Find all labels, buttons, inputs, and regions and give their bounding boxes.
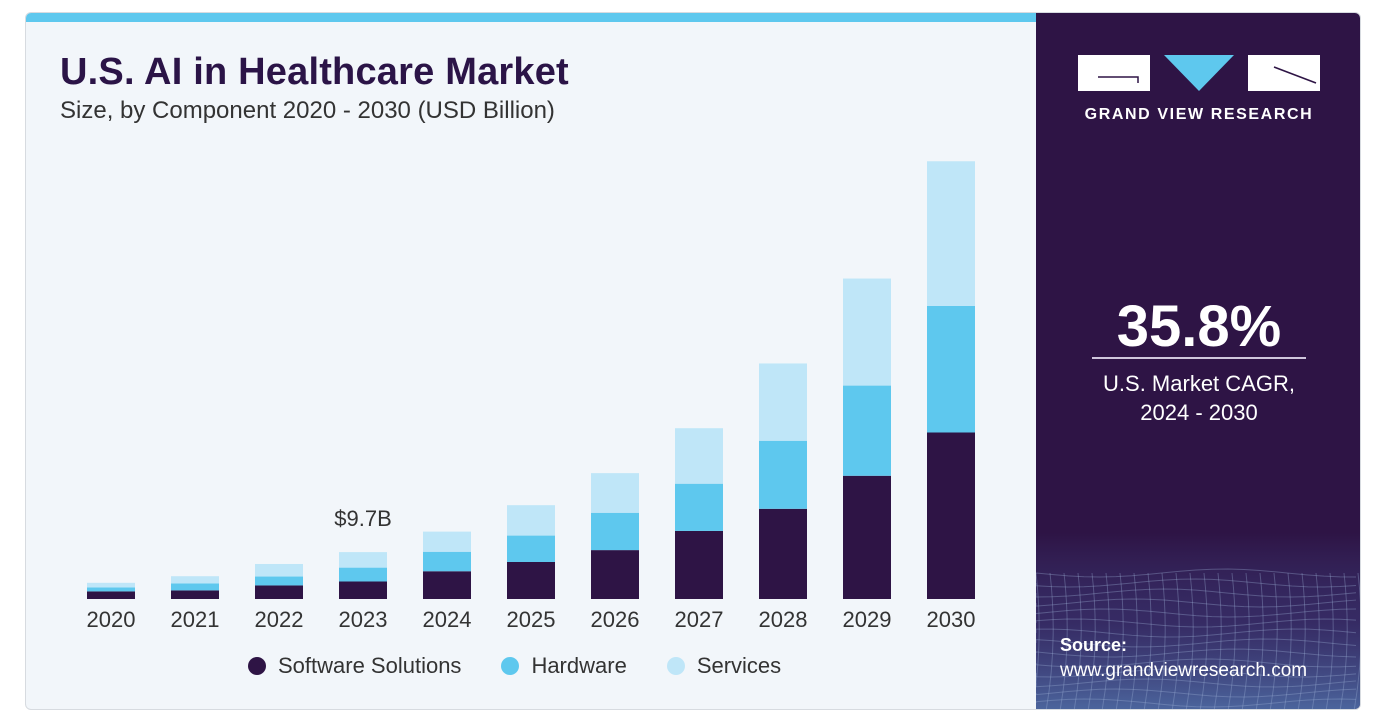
bar-2029-software-solutions — [843, 475, 891, 599]
x-tick-label-2020: 2020 — [87, 607, 136, 632]
bar-2028-software-solutions — [759, 508, 807, 599]
decorative-wave-grid — [1036, 533, 1360, 709]
legend-item-services: Services — [666, 653, 782, 679]
bar-2027-software-solutions — [675, 530, 723, 599]
x-tick-label-2027: 2027 — [675, 607, 724, 632]
bar-2020-hardware — [87, 587, 135, 592]
bar-2025-software-solutions — [507, 561, 555, 599]
bar-2025-services — [507, 505, 555, 536]
data-label-2023: $9.7B — [334, 506, 392, 531]
bar-2022-services — [255, 563, 303, 577]
bar-2030-software-solutions — [927, 432, 975, 599]
bar-2029-services — [843, 278, 891, 386]
bar-2022-software-solutions — [255, 585, 303, 599]
legend-item-software: Software Solutions — [248, 653, 461, 679]
legend-label-hardware: Hardware — [531, 653, 627, 678]
accent-bar — [26, 13, 1036, 22]
chart-panel: U.S. AI in Healthcare Market Size, by Co… — [26, 13, 1036, 709]
bar-2027-hardware — [675, 483, 723, 531]
x-tick-label-2029: 2029 — [843, 607, 892, 632]
bar-2023-hardware — [339, 567, 387, 582]
bar-2024-software-solutions — [423, 571, 471, 599]
bar-2021-services — [171, 576, 219, 584]
x-tick-label-2026: 2026 — [591, 607, 640, 632]
brand-name: GRAND VIEW RESEARCH — [1084, 106, 1314, 123]
cagr-value: 35.8% — [1116, 294, 1282, 359]
chart-title: U.S. AI in Healthcare Market — [60, 51, 569, 93]
cagr-divider — [1092, 357, 1306, 359]
bar-2020-services — [87, 582, 135, 588]
bar-2026-services — [591, 473, 639, 513]
bar-2029-hardware — [843, 385, 891, 476]
legend-label-software: Software Solutions — [278, 653, 462, 678]
cagr-label-line1: U.S. Market CAGR, — [1103, 371, 1295, 396]
bar-2025-hardware — [507, 535, 555, 562]
legend-item-hardware: Hardware — [501, 653, 627, 679]
x-tick-label-2028: 2028 — [759, 607, 808, 632]
chart-legend: Software Solutions Hardware Services — [248, 653, 821, 679]
bar-2026-hardware — [591, 512, 639, 551]
bar-2024-hardware — [423, 551, 471, 572]
bar-2020-software-solutions — [87, 591, 135, 599]
bar-2027-services — [675, 428, 723, 484]
bar-2026-software-solutions — [591, 550, 639, 599]
cagr-label-line2: 2024 - 2030 — [1140, 400, 1258, 425]
x-tick-label-2022: 2022 — [255, 607, 304, 632]
bar-2021-software-solutions — [171, 590, 219, 599]
legend-swatch-hardware — [501, 657, 520, 675]
legend-swatch-software — [248, 657, 266, 675]
bar-2030-services — [927, 161, 975, 306]
x-tick-label-2025: 2025 — [507, 607, 556, 632]
bar-2030-hardware — [927, 305, 975, 433]
x-tick-label-2030: 2030 — [927, 607, 976, 632]
x-tick-label-2021: 2021 — [171, 607, 220, 632]
x-tick-label-2024: 2024 — [423, 607, 472, 632]
bar-2022-hardware — [255, 576, 303, 586]
bar-2028-services — [759, 363, 807, 441]
source-label: Source: — [1060, 635, 1128, 655]
bar-2023-services — [339, 552, 387, 568]
bar-2021-hardware — [171, 583, 219, 591]
sidebar-panel: GRAND VIEW RESEARCH 35.8% U.S. Market CA… — [1036, 13, 1360, 709]
source-url[interactable]: www.grandviewresearch.com — [1060, 660, 1308, 681]
stacked-bar-chart: 2020 2021 2022 2023 $9.7B 2024 2025 2026 2027 202… — [87, 161, 976, 632]
legend-swatch-services — [666, 657, 685, 675]
bar-2023-software-solutions — [339, 581, 387, 599]
chart-subtitle: Size, by Component 2020 - 2030 (USD Bill… — [60, 97, 555, 124]
bar-2028-hardware — [759, 440, 807, 509]
x-tick-label-2023: 2023 — [339, 607, 388, 632]
infographic-card: U.S. AI in Healthcare Market Size, by Co… — [25, 12, 1361, 710]
legend-label-services: Services — [696, 653, 782, 678]
grand-view-research-logo — [1078, 55, 1320, 91]
cagr-label: U.S. Market CAGR, 2024 - 2030 — [1036, 369, 1360, 427]
bar-2024-services — [423, 531, 471, 552]
